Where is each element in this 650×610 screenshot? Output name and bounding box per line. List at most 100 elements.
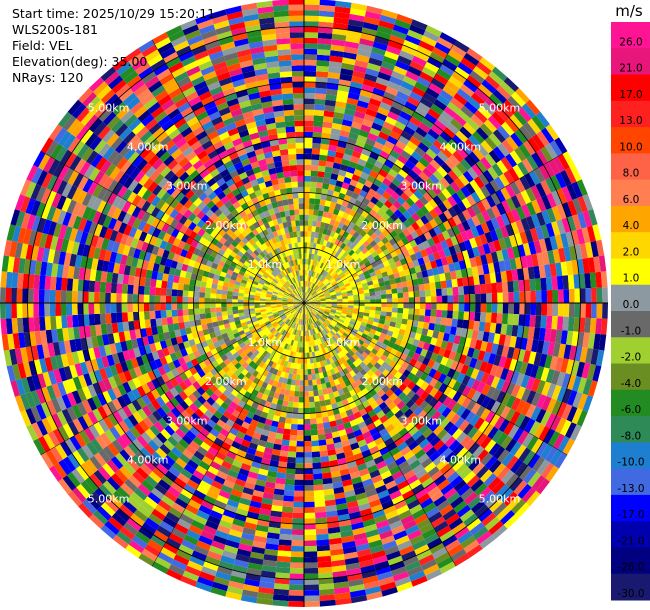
velocity-cell — [302, 308, 304, 314]
velocity-cell — [263, 329, 270, 335]
velocity-cell — [317, 384, 323, 391]
velocity-cell — [502, 292, 509, 303]
velocity-cell — [318, 583, 334, 590]
velocity-cell — [304, 396, 310, 403]
velocity-cell — [215, 303, 222, 308]
velocity-cell — [355, 266, 362, 273]
velocity-cell — [354, 487, 366, 496]
velocity-cell — [320, 455, 330, 463]
velocity-cell — [355, 241, 363, 249]
velocity-cell — [320, 377, 326, 385]
velocity-cell — [450, 360, 459, 371]
velocity-cell — [304, 457, 313, 464]
velocity-cell — [350, 595, 368, 604]
velocity-cell — [262, 336, 269, 343]
velocity-cell — [85, 360, 94, 373]
velocity-cell — [557, 289, 564, 303]
velocity-cell — [338, 169, 347, 177]
velocity-cell — [143, 443, 156, 456]
velocity-cell — [565, 422, 577, 439]
velocity-cell — [345, 316, 352, 321]
velocity-cell — [419, 71, 434, 83]
velocity-cell — [375, 258, 383, 266]
velocity-cell — [518, 125, 533, 141]
velocity-cell — [320, 305, 326, 308]
velocity-cell — [389, 336, 397, 344]
velocity-cell — [330, 470, 341, 478]
velocity-cell — [407, 412, 418, 423]
velocity-cell — [420, 215, 430, 225]
velocity-cell — [411, 444, 423, 455]
velocity-cell — [228, 317, 235, 323]
velocity-cell — [361, 148, 372, 157]
velocity-cell — [1, 334, 10, 351]
velocity-cell — [261, 457, 271, 466]
velocity-cell — [272, 380, 279, 388]
velocity-cell — [193, 303, 200, 309]
velocity-cell — [485, 97, 500, 112]
velocity-cell — [279, 313, 285, 317]
velocity-cell — [336, 346, 343, 353]
velocity-cell — [428, 511, 443, 524]
velocity-cell — [82, 291, 89, 303]
velocity-cell — [525, 99, 541, 116]
velocity-cell — [555, 329, 563, 344]
velocity-cell — [380, 470, 392, 480]
velocity-cell — [421, 457, 433, 469]
velocity-cell — [330, 173, 339, 181]
velocity-cell — [359, 305, 365, 310]
velocity-cell — [503, 99, 518, 115]
velocity-cell — [317, 332, 322, 339]
velocity-cell — [391, 267, 399, 274]
velocity-cell — [329, 291, 336, 295]
velocity-cell — [463, 311, 470, 321]
velocity-cell — [369, 240, 377, 248]
velocity-cell — [301, 347, 304, 353]
velocity-cell — [172, 359, 181, 369]
velocity-cell — [311, 323, 316, 329]
velocity-cell — [397, 292, 404, 299]
velocity-cell — [270, 349, 277, 356]
velocity-cell — [343, 551, 358, 560]
velocity-cell — [356, 284, 363, 289]
velocity-cell — [193, 308, 200, 315]
velocity-cell — [317, 274, 323, 280]
velocity-cell — [359, 276, 366, 282]
velocity-cell — [489, 322, 497, 334]
velocity-cell — [407, 29, 424, 41]
velocity-cell — [545, 413, 557, 429]
velocity-cell — [368, 499, 382, 508]
velocity-cell — [132, 311, 140, 321]
velocity-cell — [294, 485, 304, 491]
velocity-cell — [323, 483, 334, 490]
velocity-cell — [324, 341, 329, 348]
velocity-cell — [164, 490, 178, 503]
velocity-cell — [293, 501, 304, 508]
velocity-cell — [243, 308, 250, 313]
velocity-cell — [327, 363, 334, 371]
velocity-cell — [415, 218, 425, 228]
velocity-cell — [351, 174, 361, 182]
velocity-cell — [385, 186, 395, 196]
velocity-cell — [407, 65, 422, 77]
velocity-cell — [292, 323, 297, 329]
velocity-cell — [517, 430, 529, 445]
velocity-cell — [55, 315, 63, 329]
velocity-cell — [393, 530, 408, 541]
velocity-cell — [476, 530, 492, 545]
velocity-cell — [116, 293, 122, 303]
velocity-cell — [457, 531, 473, 544]
velocity-cell — [233, 559, 249, 568]
velocity-cell — [414, 81, 429, 93]
velocity-cell — [215, 451, 227, 461]
velocity-cell — [298, 347, 302, 353]
velocity-cell — [364, 179, 374, 189]
velocity-cell — [237, 338, 244, 346]
velocity-cell — [300, 308, 303, 314]
velocity-cell — [122, 321, 130, 332]
velocity-cell — [311, 154, 320, 161]
velocity-cell — [329, 230, 336, 238]
velocity-cell — [411, 111, 425, 123]
velocity-cell — [402, 308, 409, 314]
velocity-cell — [258, 321, 265, 326]
